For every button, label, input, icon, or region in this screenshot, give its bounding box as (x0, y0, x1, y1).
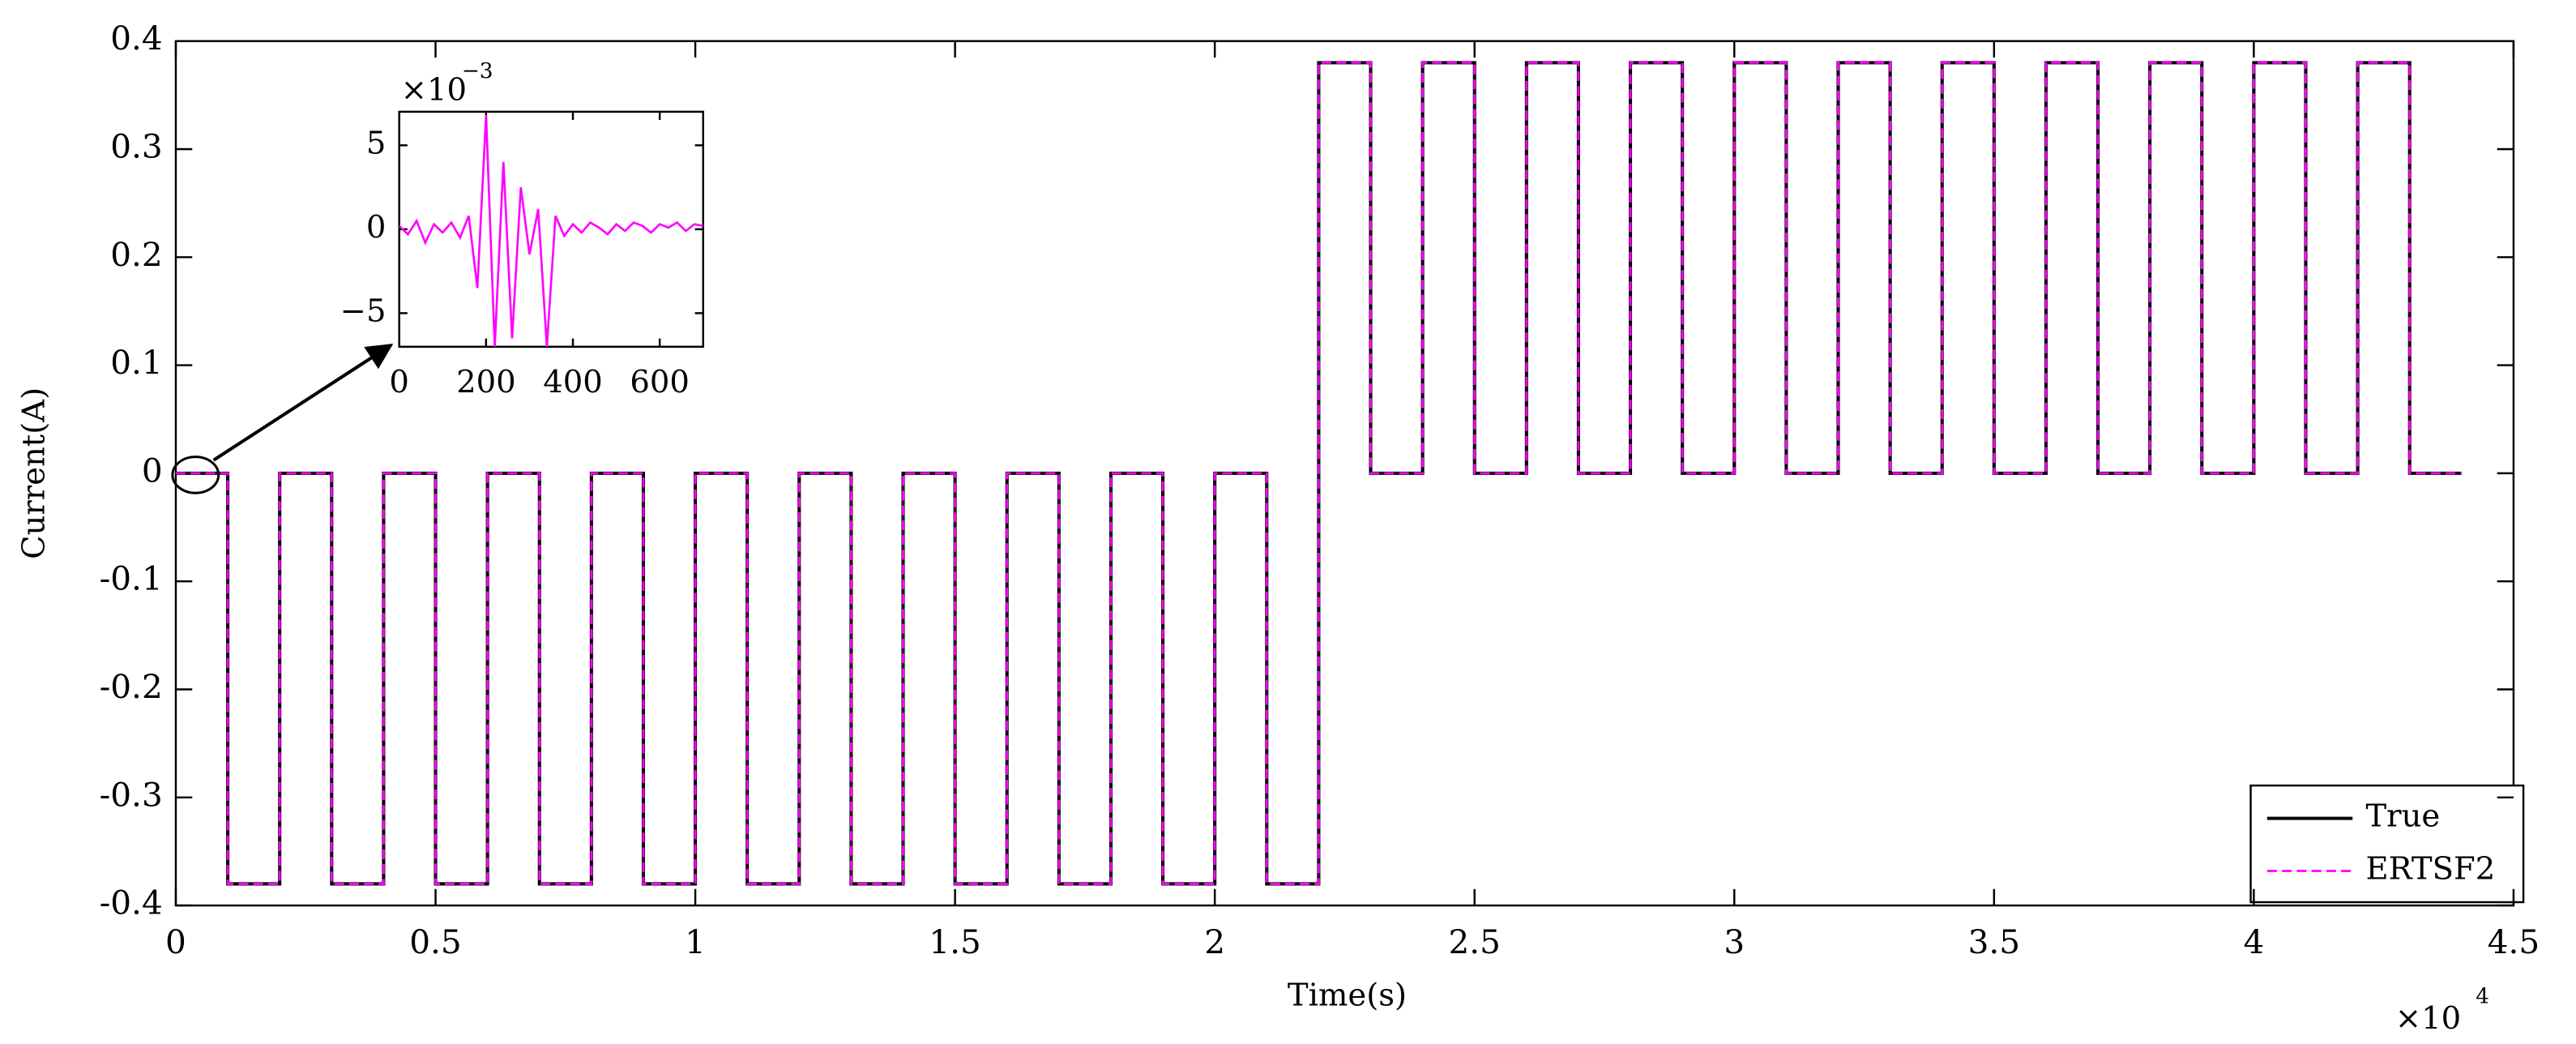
inset-multiplier-base: ×10 (401, 72, 467, 109)
legend-label: True (2365, 798, 2440, 835)
x-tick-label: 0 (165, 922, 186, 961)
x-tick-label: 3.5 (1968, 922, 2020, 961)
y-tick-label: -0.2 (100, 667, 163, 706)
y-tick-label: 0 (142, 451, 163, 490)
y-tick-label: -0.4 (100, 884, 163, 922)
x-tick-label: 600 (630, 364, 690, 400)
inset-multiplier-exp: −3 (462, 59, 493, 83)
x-axis-label: Time(s) (1288, 978, 1407, 1014)
x-tick-label: 2 (1204, 922, 1225, 961)
y-tick-label: 0 (366, 209, 387, 246)
y-tick-label: -0.1 (100, 559, 163, 598)
inset-box (398, 110, 704, 348)
zoom-arrow (212, 343, 394, 462)
y-axis-label: Current(A) (16, 387, 53, 559)
legend-label: ERTSF2 (2365, 851, 2495, 888)
x-tick-label: 1.5 (929, 922, 980, 961)
y-tick-label: -0.3 (100, 775, 163, 814)
x-multiplier-base: ×10 (2395, 1000, 2461, 1037)
x-tick-label: 0 (389, 364, 409, 400)
y-tick-label: −5 (340, 293, 387, 329)
x-tick-label: 4 (2243, 922, 2264, 961)
y-tick-label: 5 (366, 125, 387, 161)
x-tick-label: 1 (685, 922, 706, 961)
x-tick-label: 0.5 (409, 922, 461, 961)
legend-box (2249, 784, 2525, 904)
x-tick-label: 2.5 (1448, 922, 1500, 961)
y-tick-label: 0.1 (110, 343, 162, 382)
data-line (175, 61, 2462, 885)
y-tick-label: 0.4 (110, 19, 162, 58)
x-tick-label: 3 (1724, 922, 1745, 961)
x-tick-label: 4.5 (2488, 922, 2540, 961)
x-tick-label: 400 (543, 364, 603, 400)
data-line (399, 114, 703, 347)
y-tick-label: 0.2 (110, 235, 162, 274)
x-multiplier-exp: 4 (2476, 985, 2489, 1009)
y-tick-label: 0.3 (110, 126, 162, 165)
x-tick-label: 200 (456, 364, 516, 400)
